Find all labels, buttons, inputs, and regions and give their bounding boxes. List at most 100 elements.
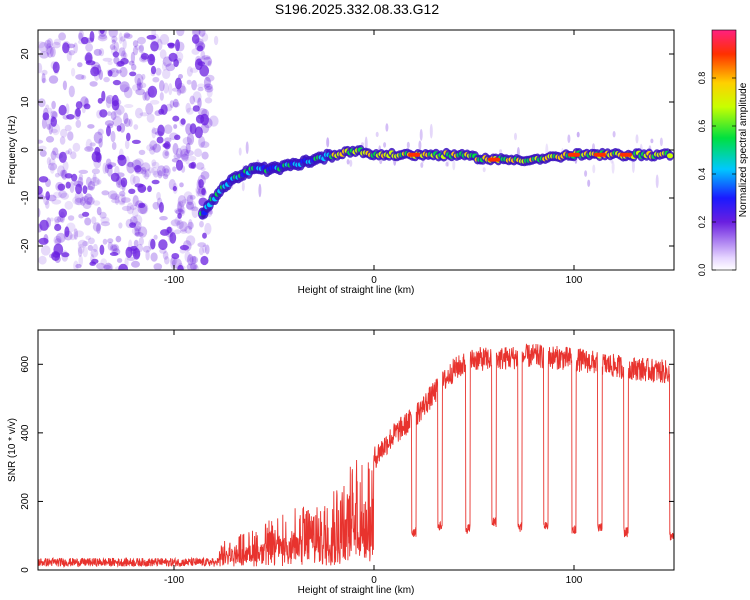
noise-blob — [50, 128, 58, 134]
noise-blob — [48, 75, 59, 84]
noise-blob — [159, 49, 167, 60]
noise-blob — [54, 172, 60, 178]
noise-blob — [151, 166, 158, 176]
noise-blob — [84, 217, 92, 226]
noise-blob — [186, 66, 193, 77]
noise-blob — [50, 150, 57, 160]
noise-blob — [139, 44, 145, 52]
noise-blob — [171, 253, 180, 260]
noise-blob — [103, 76, 110, 83]
noise-blob — [121, 194, 127, 204]
noise-blob — [98, 48, 105, 57]
noise-blob — [73, 42, 78, 54]
noise-blob — [108, 30, 118, 38]
noise-blob — [177, 201, 182, 214]
noise-blob — [184, 225, 193, 234]
noise-blob — [120, 177, 128, 188]
noise-blob — [203, 56, 213, 66]
noise-blob — [80, 36, 89, 45]
noise-blob — [152, 76, 160, 83]
noise-blob — [191, 30, 201, 37]
noise-blob — [159, 34, 170, 45]
noise-blob — [201, 32, 209, 42]
noise-blob — [175, 147, 183, 159]
noise-blob — [105, 263, 114, 270]
noise-blob — [194, 148, 203, 157]
noise-blob — [127, 256, 136, 261]
noise-blob — [48, 162, 58, 171]
noise-blob — [196, 45, 204, 52]
noise-blob — [174, 77, 182, 90]
noise-blob — [197, 188, 207, 197]
noise-blob — [126, 132, 131, 142]
noise-blob — [126, 202, 134, 215]
noise-blob — [77, 246, 83, 257]
noise-blob — [39, 219, 49, 231]
noise-blob — [169, 132, 179, 141]
noise-blob — [110, 243, 120, 253]
noise-blob — [197, 242, 207, 248]
colorbar-label: Normalized spectral amplitude — [738, 82, 749, 217]
y-tick-label: 600 — [20, 356, 31, 373]
noise-blob — [197, 174, 206, 186]
noise-blob — [75, 74, 85, 80]
noise-blob — [45, 136, 55, 143]
noise-blob — [96, 179, 102, 185]
noise-blob — [38, 98, 46, 108]
noise-blob — [168, 232, 174, 243]
noise-blob — [78, 213, 84, 219]
noise-blob — [147, 167, 155, 174]
noise-blob — [72, 196, 82, 205]
y-tick-label: 0 — [20, 567, 31, 573]
noise-blob — [46, 123, 51, 130]
noise-blob — [99, 109, 108, 118]
spectrogram-marks — [38, 30, 674, 270]
noise-blob — [107, 162, 117, 168]
noise-blob — [84, 97, 90, 108]
noise-blob — [185, 123, 193, 135]
noise-blob — [176, 200, 184, 213]
noise-blob — [189, 255, 199, 264]
noise-blob — [138, 202, 146, 208]
noise-blob — [61, 250, 69, 262]
spectral-streak — [611, 160, 615, 174]
noise-blob — [200, 171, 210, 180]
noise-blob — [53, 38, 62, 46]
noise-blob — [182, 240, 192, 252]
noise-blob — [98, 138, 103, 148]
noise-blob — [134, 165, 142, 173]
noise-blob — [176, 220, 184, 230]
noise-blob — [92, 173, 97, 184]
noise-blob — [163, 141, 171, 150]
colorbar-tick-label: 0.4 — [697, 168, 707, 181]
noise-blob — [86, 196, 95, 206]
noise-blob — [172, 98, 179, 108]
noise-blob — [150, 252, 158, 262]
colorbar-tick-label: 0.8 — [697, 72, 707, 85]
noise-blob — [124, 104, 134, 108]
noise-blob — [123, 33, 133, 39]
noise-blob — [205, 244, 210, 255]
noise-blob — [127, 161, 134, 168]
noise-blob — [96, 206, 102, 216]
noise-blob — [78, 173, 84, 181]
spectral-streak — [245, 141, 249, 154]
noise-blob — [41, 78, 47, 83]
noise-blob — [102, 57, 113, 62]
noise-blob — [73, 228, 79, 240]
noise-blob — [202, 244, 207, 254]
noise-blob — [151, 179, 160, 185]
noise-blob — [187, 221, 194, 230]
noise-blob — [133, 221, 142, 232]
noise-blob — [195, 114, 205, 124]
noise-blob — [115, 235, 122, 243]
noise-blob — [170, 256, 178, 266]
noise-blob — [107, 165, 113, 177]
noise-blob — [135, 107, 143, 119]
noise-blob — [102, 162, 108, 174]
noise-blob — [176, 265, 186, 270]
noise-blob — [137, 36, 146, 45]
noise-blob — [207, 60, 212, 67]
noise-blob — [118, 32, 123, 44]
